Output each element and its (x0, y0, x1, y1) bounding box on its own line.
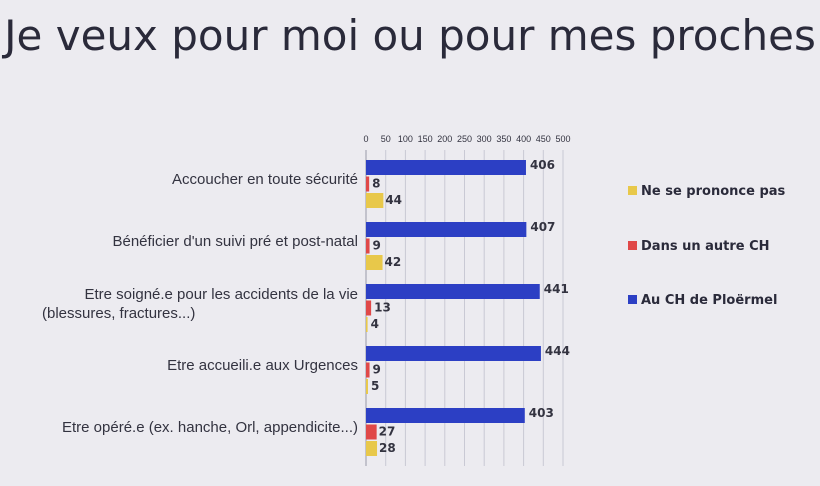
bar (366, 317, 368, 332)
data-label: 407 (530, 220, 555, 234)
bar (366, 379, 368, 394)
bar (366, 300, 372, 316)
x-tick-label: 350 (496, 134, 511, 144)
x-tick-label: 400 (516, 134, 531, 144)
data-label: 27 (379, 425, 396, 439)
grid-lines (365, 150, 564, 466)
x-tick-label: 500 (555, 134, 570, 144)
data-label: 444 (545, 344, 570, 358)
x-tick-label: 200 (437, 134, 452, 144)
legend: Ne se prononce pas Dans un autre CH Au CH … (628, 184, 786, 308)
x-tick-label: 50 (381, 134, 391, 144)
data-label: 28 (379, 441, 396, 455)
legend-label: Dans un autre CH (641, 239, 770, 254)
bar (366, 284, 540, 299)
x-tick-label: 250 (457, 134, 472, 144)
category-label: Etre soigné.e pour les accidents de la v… (85, 286, 359, 303)
data-label: 406 (530, 158, 555, 172)
bar (366, 362, 370, 378)
category-label: Etre opéré.e (ex. hanche, Orl, appendici… (62, 419, 358, 436)
category-label: (blessures, fractures...) (42, 305, 195, 322)
data-label: 9 (373, 239, 381, 253)
x-tick-label: 150 (418, 134, 433, 144)
data-label: 13 (374, 301, 391, 315)
bar (366, 255, 383, 270)
legend-swatch (628, 186, 637, 195)
data-label: 5 (371, 379, 379, 393)
bar (366, 222, 527, 237)
legend-swatch (628, 295, 637, 304)
x-tick-label: 300 (477, 134, 492, 144)
bar (366, 160, 526, 175)
category-label: Bénéficier d'un suivi pré et post-natal (112, 233, 358, 250)
bar (366, 346, 541, 361)
page-title: Je veux pour moi ou pour mes proches (4, 11, 816, 60)
data-label: 403 (529, 406, 554, 420)
x-tick-label: 100 (398, 134, 413, 144)
bar (366, 238, 370, 254)
data-label: 9 (373, 363, 381, 377)
bar (366, 193, 384, 208)
bar (366, 408, 525, 423)
bar (366, 441, 378, 456)
bar (366, 424, 377, 440)
legend-swatch (628, 241, 637, 250)
legend-label: Au CH de Ploërmel (641, 293, 777, 308)
data-label: 441 (544, 282, 569, 296)
x-tick-label: 0 (363, 134, 368, 144)
category-labels: Accoucher en toute sécurité Bénéficier d'… (42, 171, 358, 436)
data-label: 44 (385, 193, 402, 207)
data-label: 42 (385, 255, 402, 269)
data-label: 4 (371, 317, 379, 331)
data-label: 8 (372, 177, 380, 191)
category-label: Accoucher en toute sécurité (172, 171, 358, 188)
bar (366, 176, 370, 192)
category-label: Etre accueili.e aux Urgences (167, 357, 358, 374)
legend-label: Ne se prononce pas (641, 184, 786, 199)
x-tick-label: 450 (536, 134, 551, 144)
